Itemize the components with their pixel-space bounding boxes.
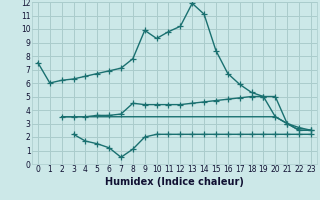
X-axis label: Humidex (Indice chaleur): Humidex (Indice chaleur) <box>105 177 244 187</box>
